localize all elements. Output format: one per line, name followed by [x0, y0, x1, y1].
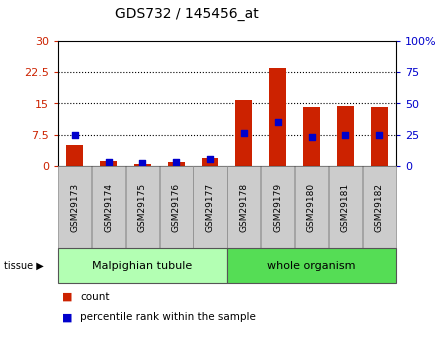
- Text: GSM29178: GSM29178: [239, 183, 248, 231]
- Text: ■: ■: [62, 292, 73, 302]
- Text: count: count: [80, 292, 109, 302]
- Text: GSM29179: GSM29179: [273, 183, 282, 231]
- Bar: [100, 161, 117, 166]
- Text: percentile rank within the sample: percentile rank within the sample: [80, 313, 256, 322]
- Point: [71, 132, 78, 137]
- Point: [308, 134, 315, 140]
- Bar: [66, 145, 83, 166]
- Text: GSM29177: GSM29177: [206, 183, 214, 231]
- Bar: [168, 162, 185, 166]
- Point: [274, 119, 281, 125]
- Point: [105, 159, 112, 165]
- Text: GSM29174: GSM29174: [104, 183, 113, 231]
- Text: GSM29176: GSM29176: [172, 183, 181, 231]
- Bar: [269, 68, 286, 166]
- Point: [139, 160, 146, 166]
- Bar: [337, 106, 354, 166]
- Text: GDS732 / 145456_at: GDS732 / 145456_at: [115, 7, 259, 21]
- Point: [206, 157, 214, 162]
- Text: GSM29180: GSM29180: [307, 183, 316, 231]
- Bar: [202, 158, 218, 166]
- Point: [342, 132, 349, 137]
- Text: ■: ■: [62, 313, 73, 322]
- Bar: [134, 164, 151, 166]
- Text: GSM29175: GSM29175: [138, 183, 147, 231]
- Text: whole organism: whole organism: [267, 261, 356, 270]
- Text: GSM29182: GSM29182: [375, 183, 384, 231]
- Bar: [371, 107, 388, 166]
- Point: [173, 159, 180, 165]
- Point: [376, 132, 383, 137]
- Bar: [303, 107, 320, 166]
- Text: GSM29181: GSM29181: [341, 183, 350, 231]
- Bar: [235, 100, 252, 166]
- Text: Malpighian tubule: Malpighian tubule: [92, 261, 193, 270]
- Text: GSM29173: GSM29173: [70, 183, 79, 231]
- Text: tissue ▶: tissue ▶: [4, 261, 44, 270]
- Point: [240, 130, 247, 136]
